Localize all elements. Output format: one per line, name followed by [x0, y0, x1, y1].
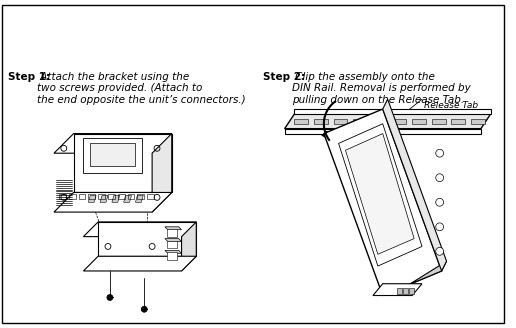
Bar	[59, 195, 66, 199]
Bar	[295, 119, 308, 124]
Polygon shape	[74, 133, 172, 193]
Polygon shape	[54, 133, 172, 153]
Circle shape	[141, 306, 147, 312]
Polygon shape	[397, 288, 402, 294]
Polygon shape	[98, 222, 196, 256]
Bar	[334, 119, 347, 124]
Polygon shape	[165, 238, 182, 241]
Circle shape	[436, 247, 444, 255]
Bar	[314, 119, 328, 124]
Bar	[167, 240, 176, 248]
Polygon shape	[295, 109, 491, 114]
Text: Step 2:: Step 2:	[263, 72, 305, 82]
Text: Attach the bracket using the
two screws provided. (Attach to
the end opposite th: Attach the bracket using the two screws …	[37, 72, 246, 105]
Polygon shape	[100, 195, 108, 202]
Polygon shape	[324, 109, 442, 296]
Bar	[118, 195, 125, 199]
Polygon shape	[404, 288, 408, 294]
Polygon shape	[383, 99, 446, 271]
Bar	[373, 119, 386, 124]
Bar	[471, 119, 485, 124]
Polygon shape	[409, 288, 414, 294]
Polygon shape	[84, 222, 196, 236]
Bar	[167, 229, 176, 236]
Polygon shape	[124, 195, 132, 202]
Polygon shape	[373, 284, 422, 296]
Circle shape	[436, 198, 444, 206]
Polygon shape	[165, 250, 182, 253]
Polygon shape	[88, 195, 96, 202]
Bar	[78, 195, 85, 199]
Bar	[432, 119, 445, 124]
Polygon shape	[152, 133, 172, 212]
Polygon shape	[84, 138, 142, 173]
Bar	[393, 119, 406, 124]
Polygon shape	[338, 124, 422, 266]
Bar	[108, 195, 115, 199]
Polygon shape	[135, 195, 143, 202]
Text: Clip the assembly onto the
DIN Rail. Removal is performed by
pulling down on the: Clip the assembly onto the DIN Rail. Rem…	[293, 72, 471, 105]
Bar	[412, 119, 426, 124]
Polygon shape	[285, 129, 481, 133]
Polygon shape	[90, 143, 135, 166]
Circle shape	[107, 295, 113, 300]
Bar	[452, 119, 465, 124]
Bar	[147, 195, 154, 199]
Bar	[98, 195, 105, 199]
Circle shape	[436, 149, 444, 157]
Circle shape	[436, 174, 444, 182]
Text: Step 1:: Step 1:	[8, 72, 50, 82]
Polygon shape	[165, 227, 182, 230]
Bar	[353, 119, 367, 124]
Polygon shape	[285, 114, 491, 129]
Bar	[137, 195, 144, 199]
Polygon shape	[84, 256, 196, 271]
Bar	[69, 195, 75, 199]
Bar	[127, 195, 135, 199]
Circle shape	[436, 223, 444, 231]
Polygon shape	[54, 193, 172, 212]
Bar	[88, 195, 95, 199]
Text: Release Tab: Release Tab	[424, 101, 478, 110]
Polygon shape	[182, 222, 196, 271]
Bar	[167, 252, 176, 260]
Polygon shape	[112, 195, 120, 202]
Polygon shape	[383, 261, 446, 296]
Polygon shape	[345, 133, 414, 254]
